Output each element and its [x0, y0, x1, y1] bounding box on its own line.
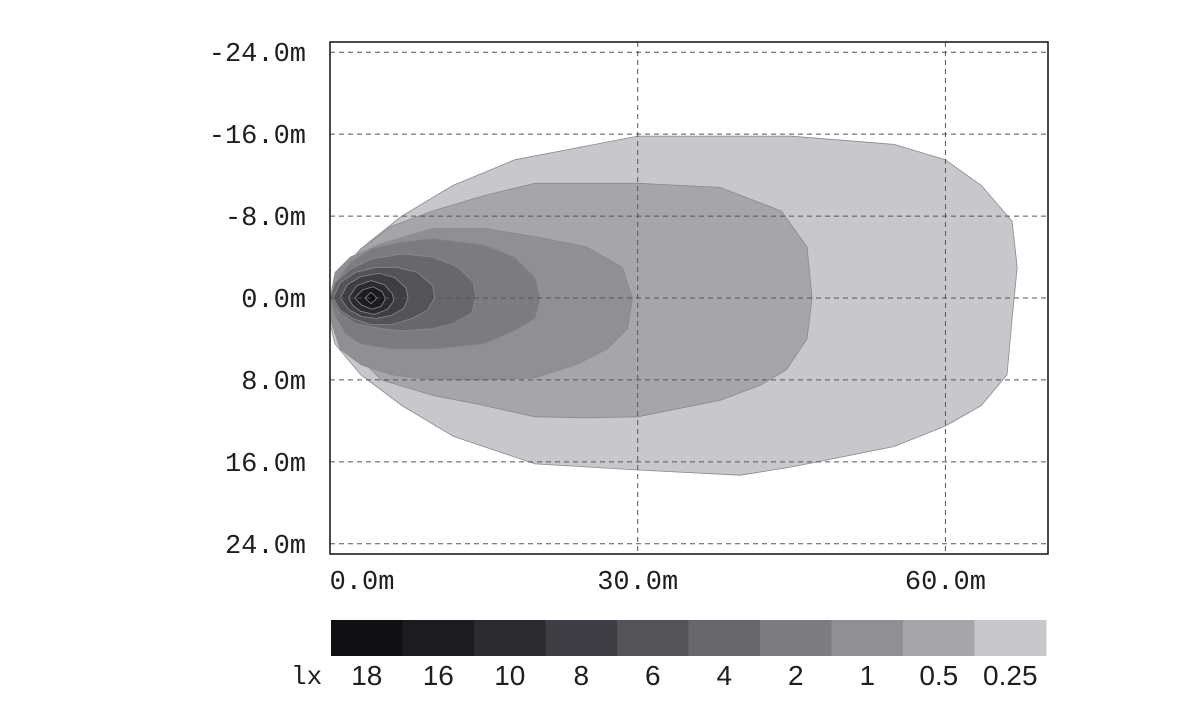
plot-frame — [329, 41, 1049, 555]
legend-labels: 18 16 10 8 6 4 2 1 0.5 0.25 — [351, 660, 1037, 691]
legend-swatch — [974, 620, 1047, 656]
legend-level-label: 18 — [351, 660, 382, 691]
legend-swatch — [331, 620, 403, 656]
legend-swatches — [331, 620, 1047, 656]
legend-swatch — [617, 620, 689, 656]
legend-level-label: 16 — [423, 660, 454, 691]
legend-level-label: 0.25 — [983, 660, 1038, 691]
legend-swatch — [688, 620, 761, 656]
legend-level-label: 4 — [717, 660, 733, 691]
legend-level-label: 2 — [788, 660, 804, 691]
legend-level-label: 1 — [860, 660, 876, 691]
y-tick-label: 16.0m — [225, 450, 306, 480]
y-axis-ticks: -24.0m -16.0m -8.0m 0.0m 8.0m 16.0m 24.0m — [209, 40, 306, 562]
x-tick-label: 60.0m — [905, 568, 986, 598]
y-tick-label: -8.0m — [225, 204, 306, 234]
legend-level-label: 8 — [574, 660, 590, 691]
legend: lx 18 16 10 8 6 4 2 1 0.5 0.25 — [291, 620, 1047, 692]
legend-level-label: 0.5 — [919, 660, 958, 691]
y-tick-label: 0.0m — [241, 286, 306, 316]
gridlines — [330, 42, 1048, 554]
legend-swatch — [903, 620, 975, 656]
legend-swatch — [474, 620, 546, 656]
x-tick-label: 30.0m — [597, 568, 678, 598]
y-tick-label: 8.0m — [241, 368, 306, 398]
x-tick-label: 0.0m — [330, 568, 395, 598]
y-tick-label: -16.0m — [209, 122, 306, 152]
contour-regions — [329, 135, 1018, 476]
legend-level-label: 6 — [645, 660, 661, 691]
legend-swatch — [831, 620, 904, 656]
legend-level-label: 10 — [494, 660, 525, 691]
legend-swatch — [545, 620, 618, 656]
legend-unit-label: lx — [291, 662, 322, 692]
legend-swatch — [760, 620, 832, 656]
y-tick-label: 24.0m — [225, 532, 306, 562]
legend-swatch — [402, 620, 475, 656]
x-axis-ticks: 0.0m 30.0m 60.0m — [330, 568, 986, 598]
y-tick-label: -24.0m — [209, 40, 306, 70]
